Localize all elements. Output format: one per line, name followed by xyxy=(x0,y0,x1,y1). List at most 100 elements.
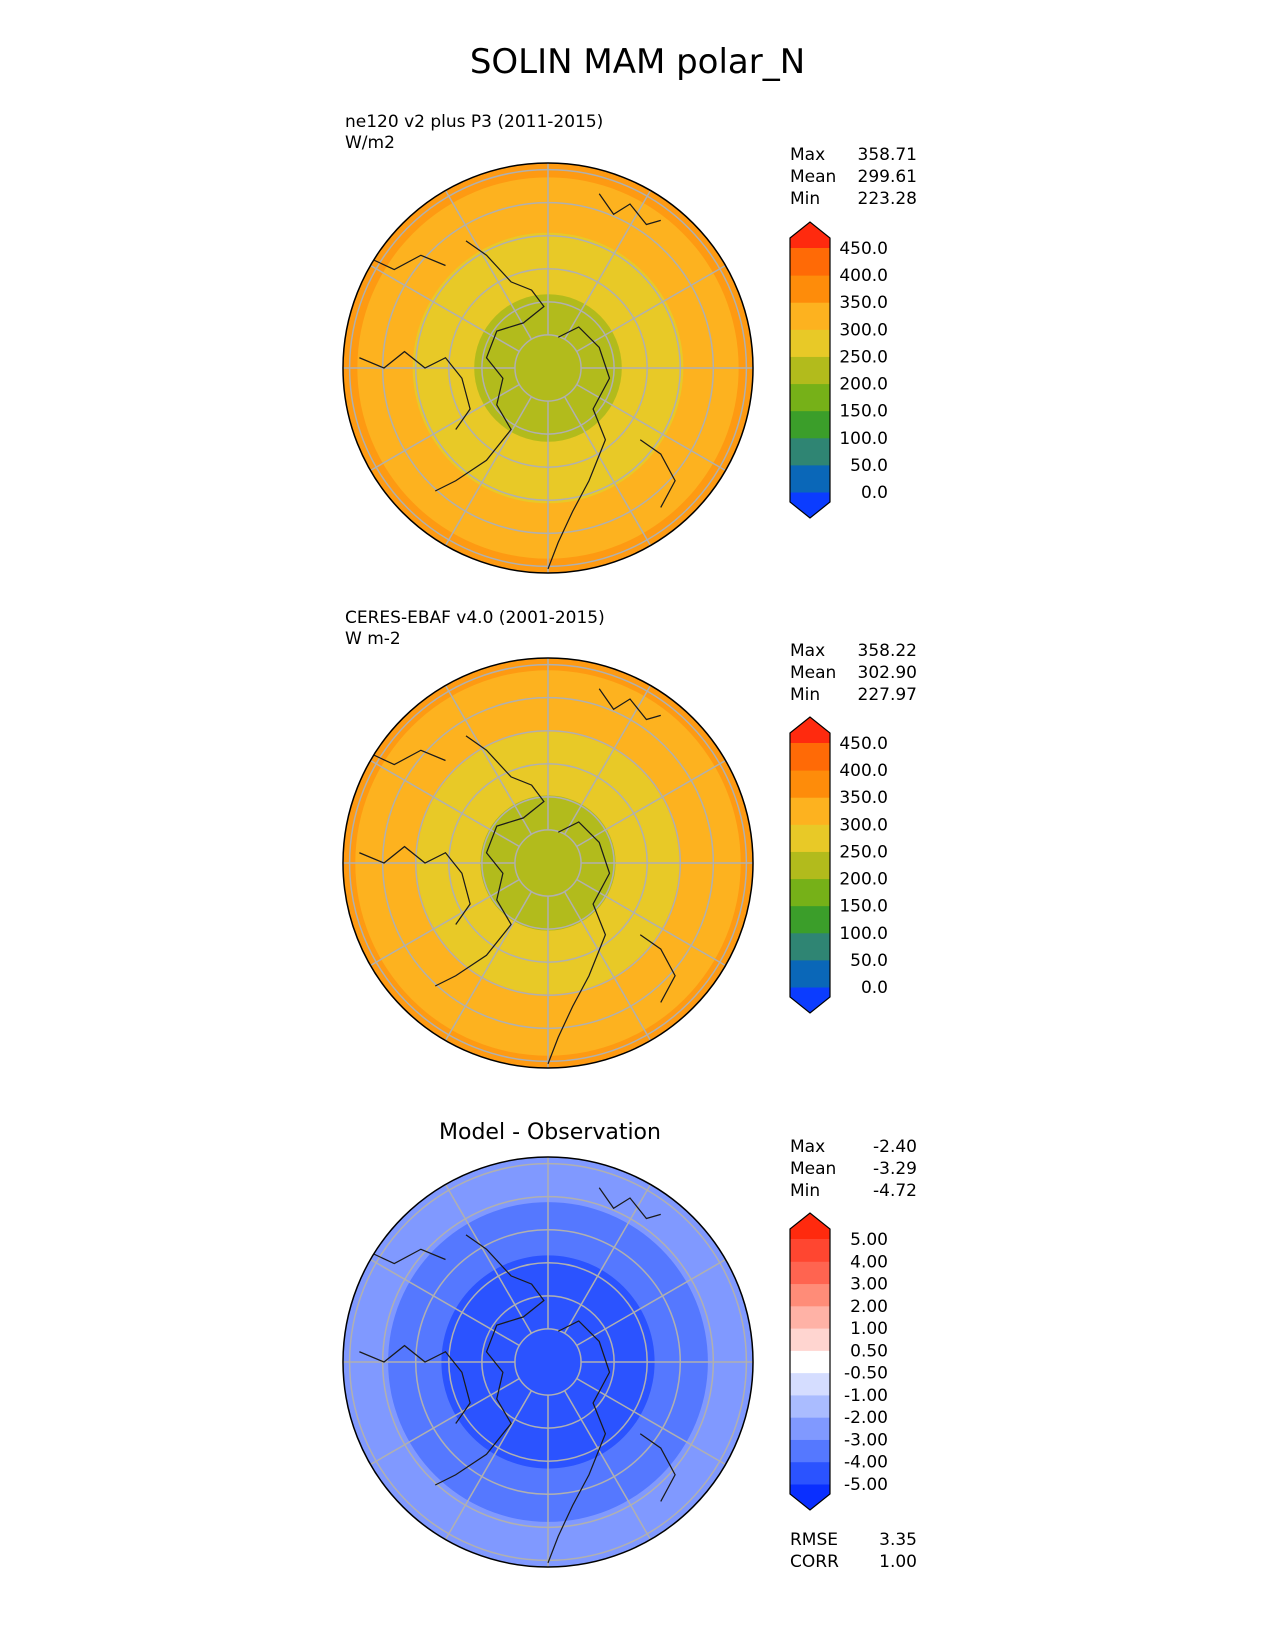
colorbar-tick-label: 250.0 xyxy=(839,842,888,862)
colorbar-extension-high xyxy=(790,1213,830,1239)
stat-label: Max xyxy=(790,641,826,661)
colorbar-band xyxy=(790,1283,830,1307)
meridian-gridline xyxy=(444,190,533,340)
colorbar-band xyxy=(790,797,830,825)
colorbar-tick-label: 4.00 xyxy=(850,1252,888,1272)
stat-row-min: Min 227.97 xyxy=(790,684,917,706)
colorbar-tick-label: 250.0 xyxy=(839,347,888,367)
meridian-gridline xyxy=(444,1184,533,1334)
meridian-gridline xyxy=(563,396,652,546)
stat-row-max: Max -2.40 xyxy=(790,1136,917,1158)
colorbar-tick-label: -1.00 xyxy=(844,1386,888,1406)
map-boundary xyxy=(342,162,754,574)
stat-label: Min xyxy=(790,685,821,705)
stat-row-mean: Mean -3.29 xyxy=(790,1158,917,1180)
colorbar-tick-label: 100.0 xyxy=(839,429,888,449)
colorbar-band xyxy=(790,1305,830,1329)
stat-value: 302.90 xyxy=(857,663,917,683)
polar-map-obs xyxy=(342,657,754,1069)
colorbar-band xyxy=(790,356,830,385)
colorbar-band xyxy=(790,1394,830,1418)
colorbar-extension-low xyxy=(790,492,830,518)
colorbar-obs: 0.0 50.0 100.0 150.0 200.0 250.0 300.0 350.0 400… xyxy=(789,716,888,1014)
colorbar-band xyxy=(790,383,830,412)
meridian-gridline xyxy=(576,264,726,353)
colorbar-band xyxy=(790,1328,830,1351)
stat-label: Mean xyxy=(790,1159,837,1179)
polar-map-model xyxy=(342,162,754,574)
colorbar-band xyxy=(790,248,830,276)
panel-obs-title: CERES-EBAF v4.0 (2001-2015) W m-2 xyxy=(345,608,605,650)
colorbar-tick-label: 2.00 xyxy=(850,1297,888,1317)
colorbar-tick-label: 350.0 xyxy=(839,293,888,313)
stat-value: 3.35 xyxy=(879,1530,917,1550)
colorbar-extension-low xyxy=(790,1484,830,1510)
panel-model-title: ne120 v2 plus P3 (2011-2015) W/m2 xyxy=(345,112,603,154)
colorbar-tick-label: 150.0 xyxy=(839,402,888,422)
stat-row-corr: CORR 1.00 xyxy=(790,1551,917,1573)
colorbar-band xyxy=(790,437,830,466)
stat-row-max: Max 358.22 xyxy=(790,640,917,662)
panel-obs-stats: Max 358.22 Mean 302.90 Min 227.97 xyxy=(790,640,917,706)
stat-row-mean: Mean 302.90 xyxy=(790,662,917,684)
stat-value: -3.29 xyxy=(873,1159,917,1179)
meridian-gridline xyxy=(563,190,652,340)
map-boundary xyxy=(342,657,754,1069)
panel-obs-units: W m-2 xyxy=(345,629,401,649)
colorbar-tick-label: 450.0 xyxy=(839,239,888,259)
colorbar-tick-label: -3.00 xyxy=(844,1430,888,1450)
map-boundary xyxy=(342,1156,754,1568)
colorbar-band xyxy=(790,1239,830,1262)
colorbar-tick-label: 50.0 xyxy=(850,951,888,971)
colorbar-band xyxy=(790,824,830,852)
meridian-gridline xyxy=(576,1377,726,1466)
panel-obs-title-line1: CERES-EBAF v4.0 (2001-2015) xyxy=(345,608,605,628)
panel-model-stats: Max 358.71 Mean 299.61 Min 223.28 xyxy=(790,144,917,210)
stat-label: Min xyxy=(790,1181,821,1201)
colorbar-band xyxy=(790,275,830,303)
colorbar-tick-label: 350.0 xyxy=(839,788,888,808)
meridian-gridline xyxy=(370,1377,520,1466)
map-contour-band xyxy=(474,294,622,442)
colorbar-tick-label: 1.00 xyxy=(850,1319,888,1339)
stat-value: 299.61 xyxy=(857,167,917,187)
panel-model-units: W/m2 xyxy=(345,133,395,153)
meridian-gridline xyxy=(576,759,726,848)
stat-row-rmse: RMSE 3.35 xyxy=(790,1529,917,1551)
colorbar-band xyxy=(790,1439,830,1463)
stat-row-min: Min 223.28 xyxy=(790,188,917,210)
colorbar-tick-label: -2.00 xyxy=(844,1408,888,1428)
colorbar-band xyxy=(790,851,830,880)
stat-label: CORR xyxy=(790,1552,839,1572)
meridian-gridline xyxy=(576,878,726,967)
colorbar-tick-label: 400.0 xyxy=(839,761,888,781)
colorbar-band xyxy=(790,1261,830,1285)
stat-value: 223.28 xyxy=(857,189,917,209)
colorbar-band xyxy=(790,905,830,934)
meridian-gridline xyxy=(576,383,726,472)
colorbar-band xyxy=(790,1350,830,1374)
stat-row-mean: Mean 299.61 xyxy=(790,166,917,188)
meridian-gridline xyxy=(444,891,533,1041)
colorbar-band xyxy=(790,770,830,798)
colorbar-tick-label: 450.0 xyxy=(839,734,888,754)
meridian-gridline xyxy=(370,383,520,472)
colorbar-band xyxy=(790,464,830,493)
stat-label: Max xyxy=(790,145,826,165)
panel-model-title-line1: ne120 v2 plus P3 (2011-2015) xyxy=(345,112,604,132)
meridian-gridline xyxy=(444,685,533,835)
meridian-gridline xyxy=(370,878,520,967)
meridian-gridline xyxy=(444,396,533,546)
colorbar-outline xyxy=(789,221,831,519)
colorbar-extension-high xyxy=(790,717,830,743)
colorbar-band xyxy=(790,1417,830,1440)
stat-value: 358.71 xyxy=(857,145,917,165)
panel-diff-title: Model - Observation xyxy=(439,1120,661,1145)
meridian-gridline xyxy=(563,891,652,1041)
colorbar-tick-label: 0.0 xyxy=(861,483,888,503)
colorbar-tick-label: 200.0 xyxy=(839,870,888,890)
map-contour-band xyxy=(441,1255,655,1469)
colorbar-tick-label: -5.00 xyxy=(844,1475,888,1495)
colorbar-model: 0.0 50.0 100.0 150.0 200.0 250.0 300.0 350.0 400… xyxy=(789,221,888,519)
